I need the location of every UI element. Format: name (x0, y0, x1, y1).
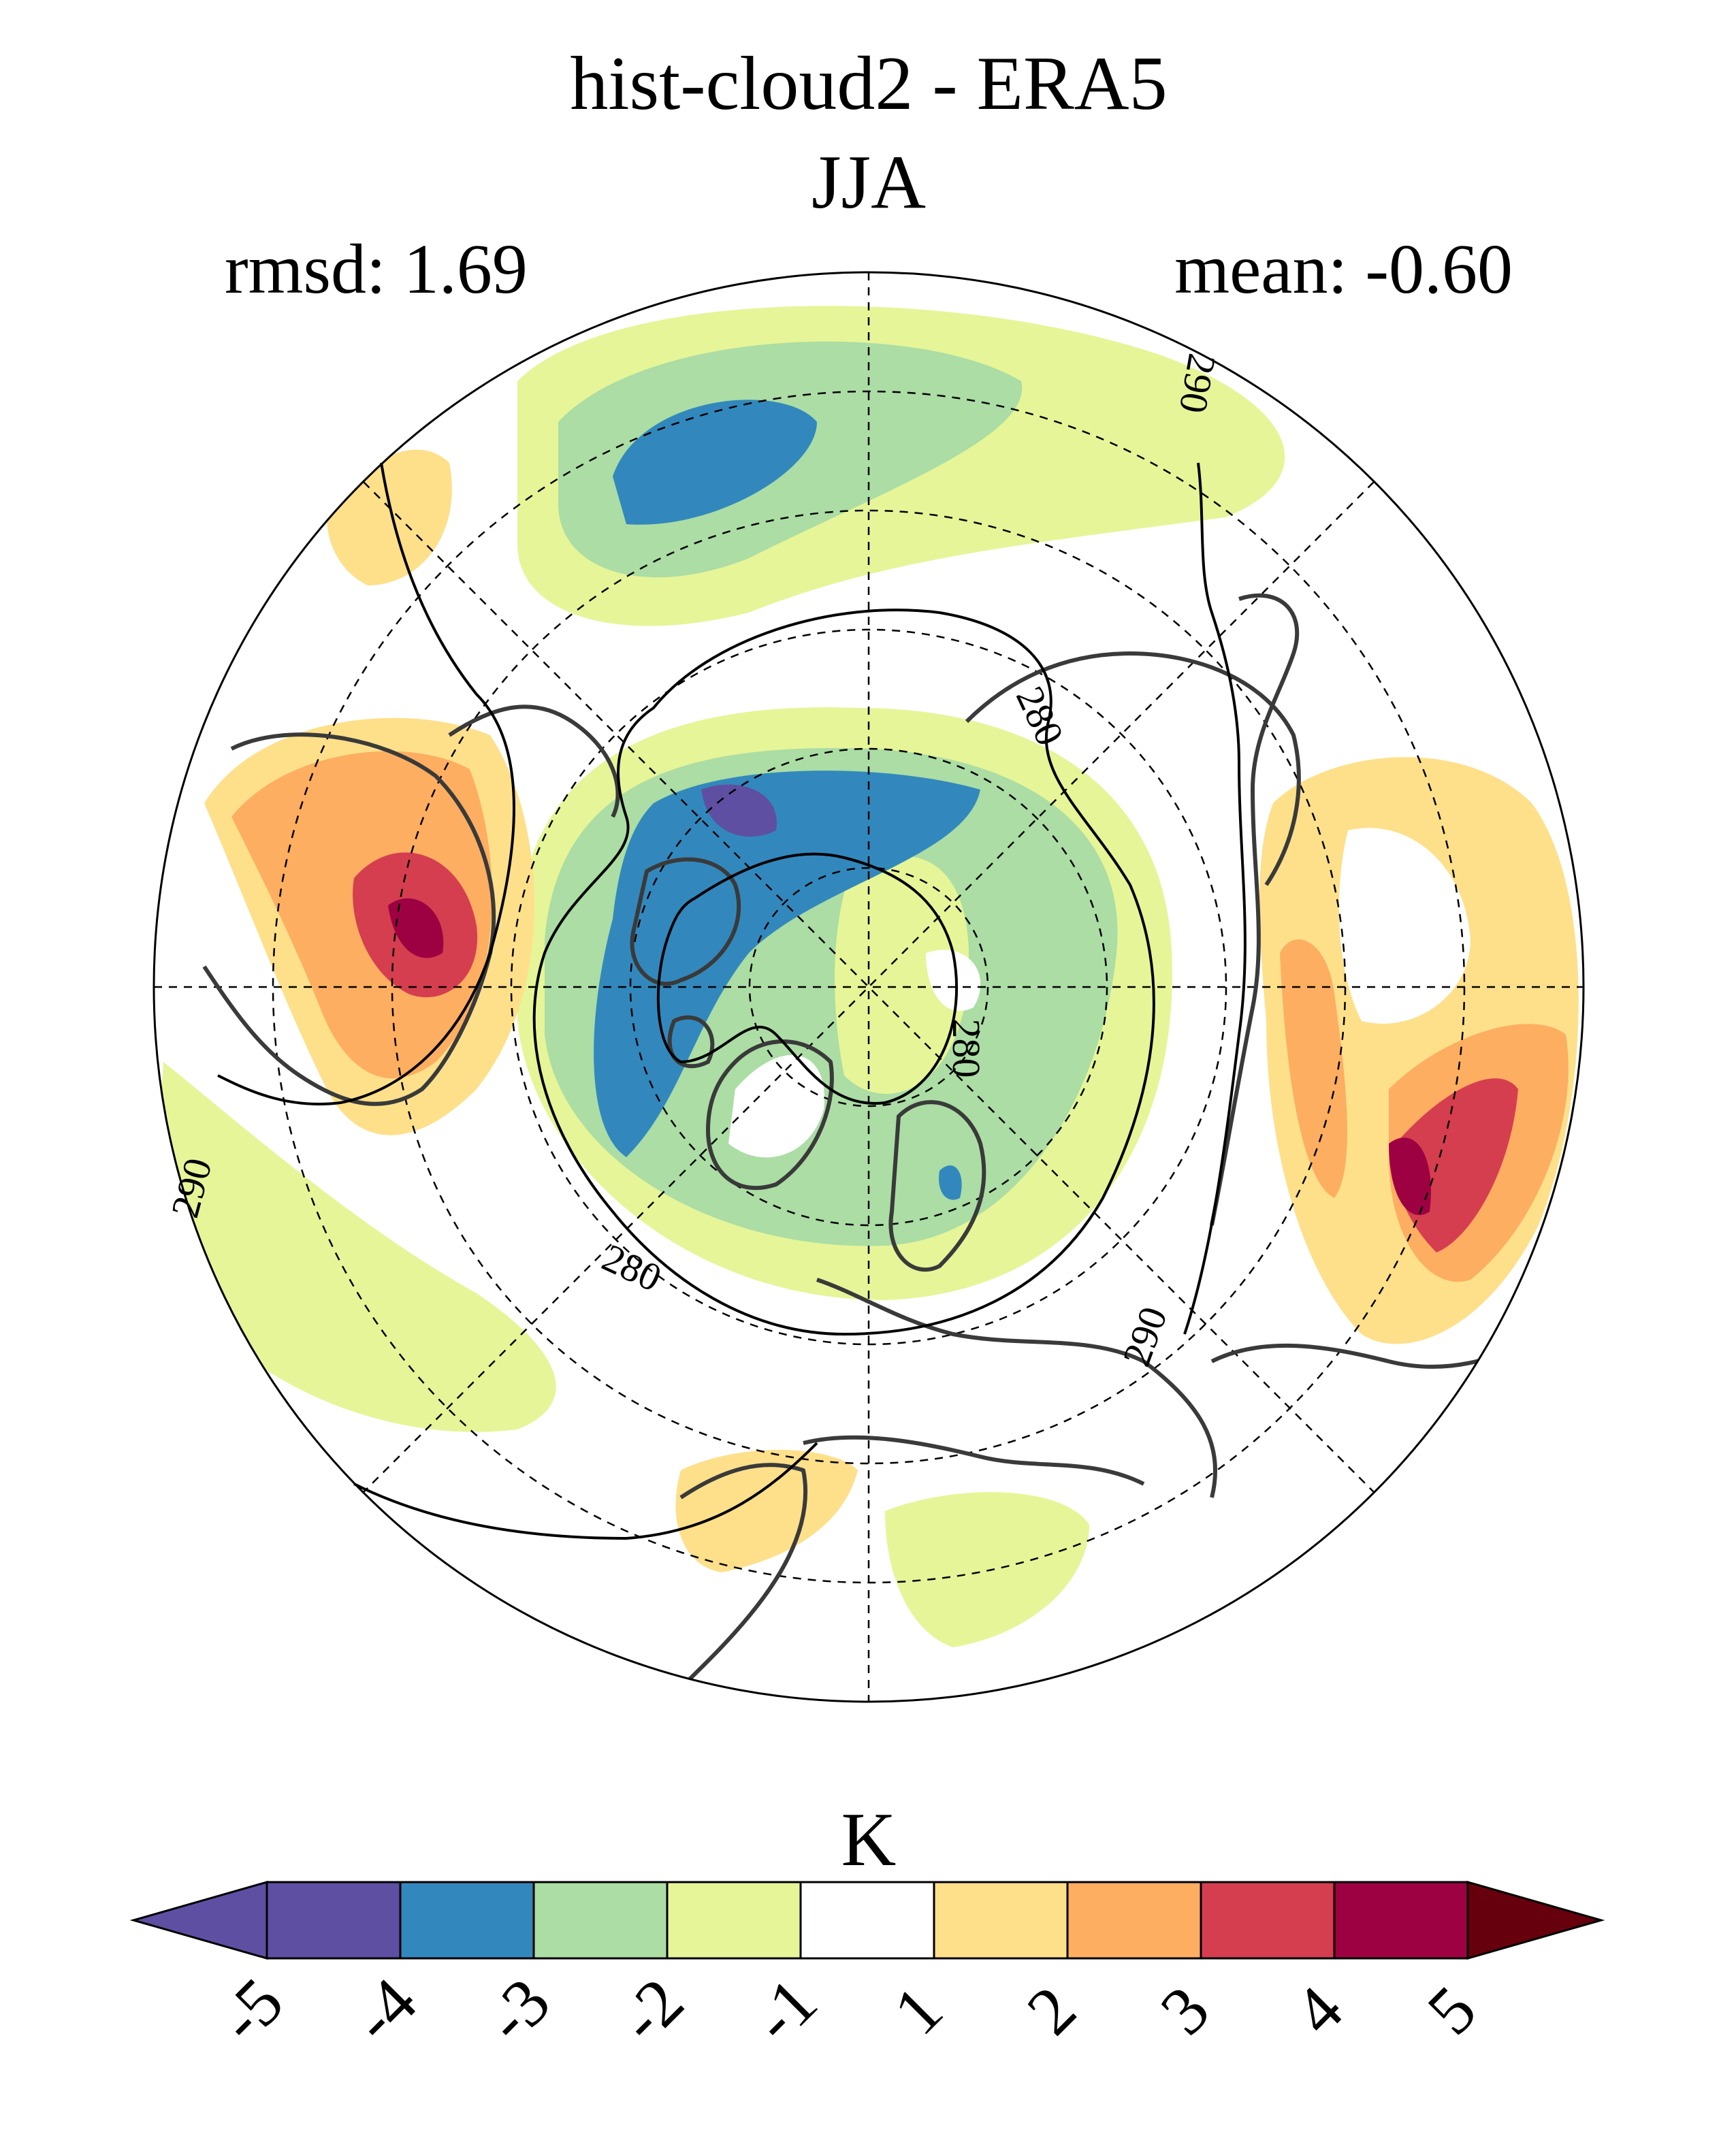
anomaly-region-scandinavia-blue (939, 1165, 962, 1200)
colorbar-box (1200, 1881, 1336, 1960)
colorbar-box (399, 1881, 535, 1960)
coastline-asia-east (1210, 593, 1300, 1226)
colorbar-box (799, 1881, 935, 1960)
contour-280-inner (532, 609, 1155, 1336)
colorbar-box (666, 1881, 802, 1960)
anomaly-region-namerica-darkred (388, 898, 444, 958)
anomaly-region-siberia-white (926, 950, 981, 1012)
latitude-circle-80 (748, 867, 989, 1107)
colorbar-box (1066, 1881, 1202, 1960)
colorbar-tick-label: -4 (338, 1964, 431, 2057)
anomaly-region-epacific-light (161, 1062, 556, 1432)
anomaly-region-asia-white (1338, 828, 1470, 1024)
colorbar-tick-label: -1 (738, 1964, 831, 2057)
anomaly-region-npacific-core (613, 400, 817, 525)
coastline-alaska (448, 705, 620, 818)
latitude-circle-60 (510, 628, 1227, 1346)
coastline-europe (816, 1278, 1218, 1498)
contour-290-west (217, 462, 515, 1105)
colorbar-tick-label: -5 (204, 1964, 298, 2057)
anomaly-region-greenland-white (728, 1054, 824, 1158)
colorbar-box (1333, 1881, 1469, 1960)
coastline-eurasia-north (965, 651, 1301, 886)
coastline-canada-arch (630, 857, 741, 1069)
contour-290-east (1183, 462, 1247, 1335)
colorbar-tick-label: 4 (1279, 1971, 1357, 2049)
coastline-mediterranean (803, 1435, 1145, 1486)
figure-title-line1: hist-cloud2 - ERA5 (570, 42, 1167, 126)
anomaly-region-asia-orange (1280, 939, 1347, 1198)
colorbar-tick-label: 1 (879, 1971, 957, 2049)
anomaly-region-atlantic-orange (675, 1450, 858, 1572)
colorbar-tick-label: -2 (605, 1964, 698, 2057)
map-boundary (152, 271, 1585, 1703)
meridian-135 (363, 481, 1375, 1493)
anomaly-region-arctic-light-inner (835, 856, 969, 1094)
polar-map: 290 280 280 280 290 290 (152, 271, 1585, 1703)
colorbar-tick-label: 5 (1413, 1971, 1490, 2049)
colorbar-tick-label: 2 (1012, 1971, 1090, 2049)
colorbar-box (933, 1881, 1069, 1960)
colorbar-tick-label: 3 (1146, 1971, 1223, 2049)
mean-label: mean: -0.60 (1174, 230, 1513, 308)
colorbar-extend-low (129, 1881, 268, 1960)
anomaly-region-africa-light (885, 1492, 1089, 1647)
figure-title-line2: JJA (811, 140, 926, 225)
anomaly-region-asia-darkred (1389, 1137, 1431, 1216)
colorbar-box (266, 1881, 402, 1960)
colorbar: -5 -4 -3 -2 -1 1 2 3 4 5 (129, 1881, 1605, 2057)
contour-290-south (353, 1442, 818, 1540)
coastline-greenland (706, 1039, 834, 1191)
colorbar-box (532, 1881, 669, 1960)
anomaly-region-canada-purple (701, 784, 777, 837)
colorbar-extend-high (1466, 1881, 1605, 1960)
contour-label-280-core: 280 (944, 1019, 988, 1078)
contour-280-core (656, 852, 959, 1105)
rmsd-label: rmsd: 1.69 (225, 230, 528, 308)
graticule (154, 272, 1584, 1702)
coastline-scandinavia (888, 1100, 986, 1272)
contours (217, 462, 1247, 1540)
latitude-circle-70 (629, 747, 1108, 1227)
meridian-45 (363, 481, 1375, 1493)
anomaly-region-canada-blue (594, 771, 980, 1157)
colorbar-unit-label: K (841, 1798, 897, 1882)
coastline-namerica (202, 732, 496, 1106)
colorbar-tick-label: -3 (471, 1964, 564, 2057)
